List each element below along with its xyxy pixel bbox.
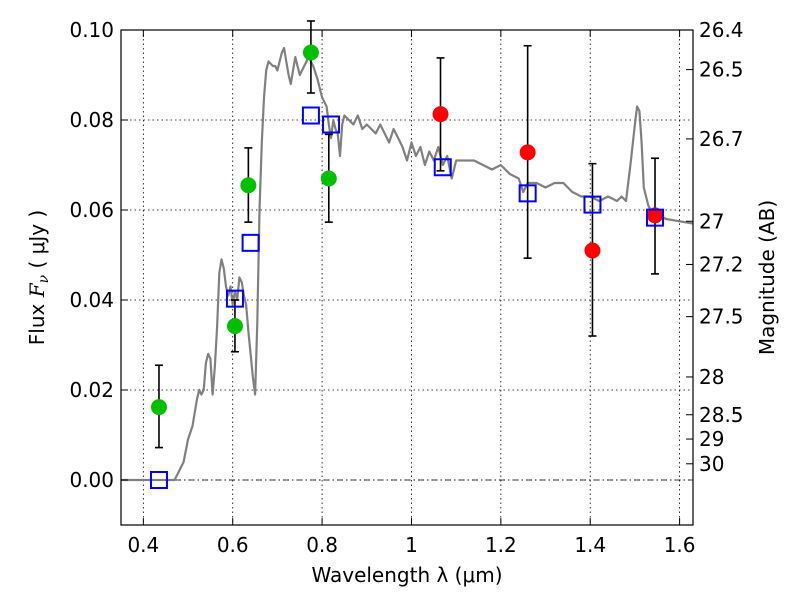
tick-layer: 0.4 0.6 0.8 1 1.2 1.4 1.6 0.00 0.02 0.04 0.06 0.08 0…: [69, 18, 743, 557]
y-axis-label-sub: ν: [36, 274, 52, 283]
model-sed-line: [121, 46, 693, 482]
y-tick-label: 0.02: [69, 378, 114, 402]
model-square-point: [518, 184, 537, 203]
green-data-point: [240, 177, 257, 194]
model-square-point: [241, 233, 260, 252]
model-square-point: [322, 115, 341, 134]
right-tick-label: 26.7: [699, 127, 744, 151]
x-tick-label: 0.6: [217, 533, 249, 557]
y-tick-label: 0.00: [69, 468, 114, 492]
model-square-point: [149, 471, 168, 489]
right-tick-label: 27: [699, 209, 724, 233]
right-tick-label: 30: [699, 452, 724, 476]
y-axis-label: Flux Fν ( μJy ): [25, 210, 52, 345]
model-square-point: [225, 289, 244, 308]
x-tick-label: 1.4: [574, 533, 606, 557]
y-tick-label: 0.04: [69, 288, 114, 312]
right-tick-label: 26.4: [699, 18, 744, 42]
x-tick-label: 0.8: [306, 533, 338, 557]
y-tick-label: 0.10: [69, 18, 114, 42]
y-tick-label: 0.06: [69, 198, 114, 222]
green-data-point: [320, 170, 337, 187]
model-square-point: [583, 195, 602, 214]
red-data-point: [432, 106, 449, 123]
right-tick-label: 26.5: [699, 58, 744, 82]
x-tick-label: 1.6: [664, 533, 696, 557]
x-tick-label: 1: [405, 533, 418, 557]
y-tick-label: 0.08: [69, 108, 114, 132]
plot-frame: [120, 29, 694, 526]
right-axis-label: Magnitude (AB): [755, 200, 779, 355]
x-tick-label: 1.2: [485, 533, 517, 557]
x-tick-label: 0.4: [127, 533, 159, 557]
green-data-point: [226, 318, 243, 335]
y-axis-label-prefix: Flux: [25, 297, 49, 345]
x-axis-label: Wavelength λ (μm): [311, 563, 502, 587]
y-axis-label-var: F: [25, 282, 49, 298]
green-data-point: [302, 44, 319, 61]
right-tick-label: 29: [699, 427, 724, 451]
right-tick-label: 28.5: [699, 403, 744, 427]
green-data-point: [150, 399, 167, 416]
model-square-point: [433, 158, 452, 177]
right-tick-label: 27.5: [699, 305, 744, 329]
red-data-point: [584, 242, 601, 259]
model-square-point: [646, 208, 665, 227]
right-tick-label: 28: [699, 365, 724, 389]
grid: [121, 29, 693, 525]
model-curve-layer: [121, 46, 693, 482]
marker-layer: [149, 20, 665, 489]
y-axis-label-suffix: ( μJy ): [25, 210, 49, 275]
red-data-point: [519, 144, 536, 161]
right-tick-label: 27.2: [699, 252, 744, 276]
model-square-point: [301, 106, 320, 125]
